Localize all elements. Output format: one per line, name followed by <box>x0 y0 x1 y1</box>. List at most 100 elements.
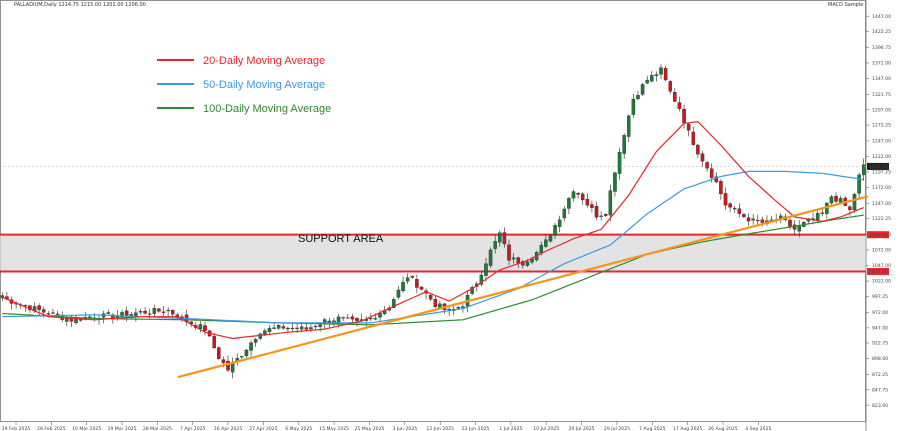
x-tick-label: 15 May 2025 <box>319 426 349 431</box>
x-tick-label: 7 Apr 2025 <box>180 426 206 431</box>
y-tick-label: 1347.00 <box>872 76 891 82</box>
candle-down <box>23 305 28 307</box>
candle-up <box>861 164 866 176</box>
y-tick-label: 1422.25 <box>872 29 891 35</box>
support-lower-label-bg <box>867 267 889 275</box>
candle-up <box>608 190 613 216</box>
candle-down <box>834 195 838 202</box>
candle-up <box>253 339 258 343</box>
candle-down <box>696 144 700 155</box>
candle-down <box>760 219 765 223</box>
support-zone-fill <box>0 234 866 272</box>
candle-down <box>350 316 355 320</box>
y-tick-label: 1197.25 <box>872 169 891 175</box>
candle-up <box>299 326 304 330</box>
candle-down <box>161 311 166 313</box>
candle-up <box>290 327 295 329</box>
candle-up <box>405 277 410 282</box>
candle-up <box>613 172 617 192</box>
candle-down <box>585 198 590 206</box>
moving-average-lines <box>2 120 864 340</box>
candle-up <box>617 151 622 174</box>
candle-down <box>170 310 175 315</box>
legend-label-ma100: 100-Daily Moving Average <box>203 103 331 115</box>
candle-down <box>217 347 221 359</box>
candle-down <box>106 312 111 314</box>
candle-up <box>267 328 272 332</box>
candle-up <box>493 241 497 249</box>
y-tick-label: 1447.00 <box>872 14 891 20</box>
y-tick-label: 1372.00 <box>872 61 891 67</box>
candle-up <box>286 327 290 330</box>
y-tick-label: 1247.00 <box>872 138 891 144</box>
candle-up <box>479 274 484 285</box>
legend-label-ma20: 20-Daily Moving Average <box>203 55 325 67</box>
candle-up <box>631 98 636 115</box>
candle-up <box>599 215 603 217</box>
candle-down <box>502 232 507 245</box>
x-tick-label: 19 Mar 2025 <box>107 426 136 431</box>
candle-down <box>55 313 60 315</box>
candle-down <box>691 131 696 145</box>
y-tick-label: 972.00 <box>872 310 888 316</box>
y-tick-label: 1072.00 <box>872 248 891 254</box>
candle-down <box>410 276 415 278</box>
x-tick-label: 28 Feb 2025 <box>37 426 66 431</box>
y-tick-label: 1047.00 <box>872 263 891 269</box>
y-tick-label: 1396.75 <box>872 45 891 51</box>
candle-down <box>521 261 525 266</box>
candle-up <box>654 74 659 77</box>
y-tick-label: 1147.00 <box>872 201 891 207</box>
candle-up <box>484 263 488 276</box>
plot-frame <box>0 0 866 422</box>
candle-up <box>544 239 548 247</box>
candle-up <box>640 84 645 95</box>
candle-up <box>401 281 405 292</box>
candle-down <box>355 317 359 321</box>
candle-down <box>590 204 594 208</box>
x-tick-label: 22 Jun 2025 <box>462 426 490 431</box>
y-tick-label: 947.00 <box>872 325 888 331</box>
candle-down <box>594 205 599 218</box>
x-tick-label: 20 Jul 2025 <box>569 426 595 431</box>
candle-up <box>276 325 281 329</box>
candle-up <box>650 75 654 82</box>
legend: 20-Daily Moving Average 50-Daily Moving … <box>157 55 331 115</box>
candle-down <box>788 219 792 227</box>
candle-up <box>645 79 649 84</box>
candle-up <box>456 306 461 309</box>
candle-up <box>829 196 834 204</box>
trendline <box>177 195 869 379</box>
price-axis-ticks: 1447.00 1422.25 1396.75 1372.00 1347.00 1321.… <box>866 14 891 409</box>
candle-up <box>309 327 313 330</box>
candle-down <box>755 220 760 222</box>
candle-up <box>369 318 373 320</box>
support-upper-label-bg <box>867 231 889 239</box>
candle-up <box>857 174 861 194</box>
candle-down <box>580 193 585 201</box>
candle-down <box>663 68 668 81</box>
y-tick-label: 1122.25 <box>872 216 891 222</box>
candle-up <box>525 261 530 266</box>
candle-up <box>815 213 820 221</box>
candle-down <box>603 213 608 216</box>
candle-up <box>318 324 322 327</box>
candle-up <box>539 244 544 254</box>
price-labels: 1206.00 1096.50 1037.50 <box>0 162 889 275</box>
y-tick-label: 1022.00 <box>872 279 891 285</box>
candle-down <box>41 309 46 313</box>
candle-up <box>134 312 138 316</box>
candle-down <box>742 214 746 217</box>
x-tick-label: 6 May 2025 <box>285 426 312 431</box>
candle-up <box>732 208 737 210</box>
candle-down <box>677 102 682 109</box>
candle-down <box>820 212 825 214</box>
x-tick-label: 1 Jul 2025 <box>499 426 522 431</box>
candle-down <box>221 359 226 363</box>
candle-down <box>304 327 309 330</box>
candle-up <box>553 225 557 236</box>
candle-up <box>622 135 626 154</box>
candle-down <box>737 208 742 214</box>
candle-up <box>392 299 396 308</box>
y-tick-label: 922.75 <box>872 341 888 347</box>
